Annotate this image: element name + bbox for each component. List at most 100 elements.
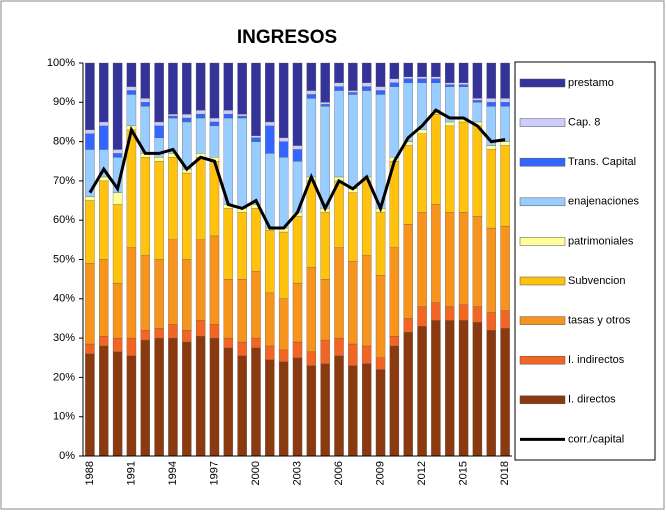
bar-segment [472,98,483,101]
bar-segment [500,328,510,457]
bar-segment [431,76,441,79]
bar-segment [486,149,496,229]
bar-segment [195,239,206,321]
bar-segment [348,192,358,262]
bar-segment [375,369,386,457]
bar-segment [389,335,400,347]
bar-segment [168,113,178,117]
x-tick-label: 2012 [416,461,428,485]
x-tick-label: 2018 [499,461,511,485]
bar-segment [251,141,261,205]
bar-segment [320,363,330,457]
bar-segment [209,62,220,119]
bar-segment [140,157,150,256]
bar-segment [126,94,137,127]
bar-segment [223,337,234,349]
bar-segment [140,98,150,103]
bar-segment [251,337,261,349]
bar-segment [237,341,247,356]
bar-segment [403,145,413,225]
bar-segment [195,335,206,457]
x-tick-label: 2003 [291,461,303,485]
bar-segment [292,216,303,284]
bar-segment [292,145,303,150]
bar-segment [306,90,317,95]
bar-segment [223,278,234,339]
bar-segment [334,62,344,83]
bar-segment [389,78,400,83]
bar-segment [292,341,303,358]
bar-segment [458,86,469,119]
bar-segment [265,345,275,360]
bar-segment [334,82,344,87]
bar-segment [500,102,510,107]
bar-segment [154,328,164,339]
bar-segment [361,255,372,347]
bar-segment [99,259,109,337]
bar-segment [306,180,317,268]
bar-segment [85,200,95,264]
bar-segment [334,86,344,91]
legend-swatch [519,395,566,405]
y-tick-label: 90% [53,96,75,108]
bar-segment [112,192,123,205]
legend-swatch [519,78,566,88]
legend-swatch [519,118,566,127]
bar-segment [278,349,289,362]
bar-segment [209,125,220,158]
bar-segment [431,302,441,321]
legend-label: Cap. 8 [568,117,600,129]
bar-segment [403,318,413,333]
bar-segment [320,278,330,341]
bar-segment [445,82,455,85]
legend-swatch [519,276,566,286]
bar-segment [334,247,344,339]
bar-segment [168,115,178,119]
bar-segment [85,263,95,345]
y-tick-label: 10% [53,411,75,423]
bar-segment [112,282,123,339]
legend-label: prestamo [568,77,614,89]
bar-segment [361,86,372,91]
bar-segment [195,117,206,154]
bar-segment [237,355,247,457]
bar-segment [126,62,137,87]
bar-segment [458,62,469,83]
bar-segment [182,172,192,260]
legend-label: tasas y otros [568,315,631,327]
bar-segment [251,62,261,136]
bar-segment [182,117,192,123]
bar-segment [265,359,275,457]
bar-segment [154,125,164,138]
x-tick-label: 2015 [457,461,469,485]
bar-segment [389,82,400,87]
bar-segment [292,357,303,457]
bar-segment [403,82,413,142]
bar-segment [168,337,178,457]
y-tick-label: 0% [59,450,75,462]
bar-segment [154,337,164,457]
legend-label: I. indirectos [568,354,625,366]
bar-segment [361,82,372,87]
bar-segment [500,141,510,146]
bar-segment [292,149,303,162]
bar-segment [265,121,275,127]
bar-segment [195,157,206,241]
bar-segment [112,337,123,353]
bar-segment [112,149,123,154]
bar-segment [154,161,164,260]
bar-segment [154,157,164,162]
bar-segment [306,62,317,91]
bar-segment [182,113,192,119]
bar-segment [223,208,234,280]
bar-segment [431,62,441,77]
bar-segment [500,98,510,103]
y-tick-label: 60% [53,214,75,226]
x-tick-label: 2009 [374,461,386,485]
bar-segment [251,271,261,339]
bar-segment [85,343,95,354]
bar-segment [99,180,109,260]
bar-segment [472,62,483,99]
bar-segment [472,322,483,457]
